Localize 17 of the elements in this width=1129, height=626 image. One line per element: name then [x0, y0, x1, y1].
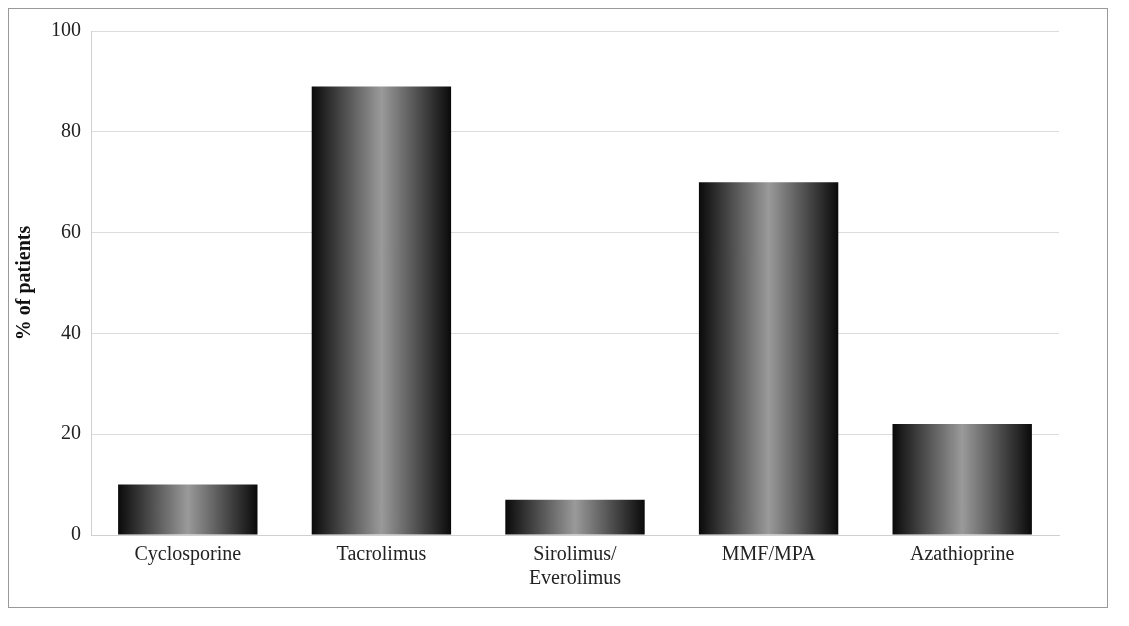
bar	[118, 484, 258, 535]
bar	[311, 86, 452, 535]
bar	[698, 182, 839, 535]
bar	[892, 424, 1032, 535]
y-tick-label: 0	[71, 522, 81, 545]
bar	[505, 499, 645, 535]
x-tick-label: Sirolimus/Everolimus	[528, 542, 622, 589]
y-tick-label: 80	[61, 119, 81, 142]
x-tick-label: Cyclosporine	[134, 542, 242, 566]
x-tick-label: Azathioprine	[910, 542, 1015, 566]
y-tick-label: 40	[61, 320, 81, 343]
x-tick-label: MMF/MPA	[721, 542, 817, 565]
y-tick-label: 100	[51, 18, 81, 41]
y-axis-title: % of patients	[12, 225, 36, 341]
y-tick-label: 20	[61, 421, 81, 444]
y-tick-label: 60	[61, 219, 81, 242]
x-tick-label: Tacrolimus	[336, 542, 427, 565]
